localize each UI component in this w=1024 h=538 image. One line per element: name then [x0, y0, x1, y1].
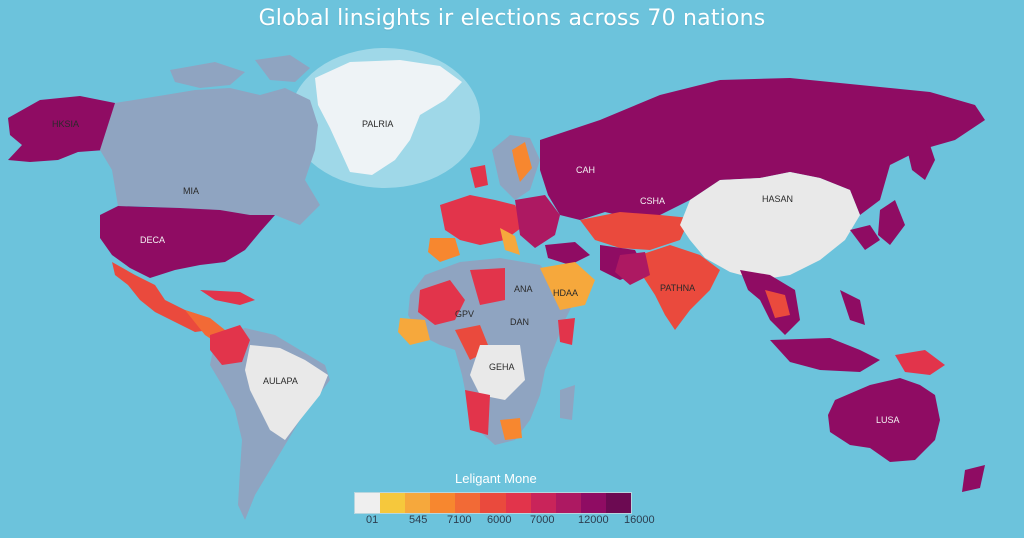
somalia	[558, 318, 575, 345]
india-region	[640, 245, 720, 330]
label-china: HASAN	[762, 194, 793, 204]
new-guinea	[895, 350, 945, 375]
kamchatka	[905, 130, 935, 180]
label-central-asia: CSHA	[640, 196, 665, 206]
map-title: Global linsights ir elections across 70 …	[258, 6, 766, 31]
colombia-region	[210, 325, 250, 365]
legend-tick-label: 01	[366, 514, 379, 526]
label-sudan: DAN	[510, 317, 529, 327]
legend-color-scale	[354, 492, 632, 514]
japan	[878, 200, 905, 245]
italy	[500, 228, 520, 255]
legend-swatch	[355, 493, 381, 513]
central-africa	[470, 345, 525, 400]
label-greenland: PALRIA	[362, 119, 393, 129]
senegal	[398, 318, 430, 345]
label-south-america: AULAPA	[263, 376, 298, 386]
madagascar	[560, 385, 575, 420]
label-arabia: HDAA	[553, 288, 578, 298]
legend-swatch	[380, 493, 406, 513]
legend-tick-label: 16000	[624, 514, 655, 526]
brazil-region	[245, 345, 328, 440]
iberia	[428, 238, 460, 262]
caribbean	[200, 290, 255, 305]
greenland-region	[290, 48, 480, 188]
label-india: PATHNA	[660, 283, 695, 293]
legend-swatch	[605, 493, 632, 513]
legend-swatch	[480, 493, 506, 513]
canada-region	[100, 88, 320, 225]
korea	[850, 225, 880, 250]
alaska-region	[8, 96, 118, 162]
label-australia: LUSA	[876, 415, 900, 425]
legend-swatch	[555, 493, 581, 513]
label-canada: MIA	[183, 186, 199, 196]
legend-tick-label: 545	[409, 514, 428, 526]
uk	[470, 165, 488, 188]
west-africa	[418, 280, 465, 325]
label-sahara-east: ANA	[514, 284, 533, 294]
eastern-europe	[515, 195, 560, 248]
label-alaska: HKSIA	[52, 119, 79, 129]
south-africa	[500, 418, 522, 440]
new-zealand	[962, 465, 985, 492]
arctic-island	[255, 55, 310, 82]
china-region	[680, 172, 860, 280]
canada-islands	[170, 62, 245, 88]
russia-region	[540, 78, 985, 220]
label-russia: CAH	[576, 165, 595, 175]
legend-swatch	[530, 493, 556, 513]
legend-tick-label: 7000	[530, 514, 555, 526]
legend-swatch	[580, 493, 606, 513]
usa-region	[100, 206, 275, 278]
sweden	[512, 142, 532, 182]
legend-swatch	[405, 493, 431, 513]
legend-swatch	[430, 493, 456, 513]
label-sahara-west: GPV	[455, 309, 474, 319]
australia-region	[828, 378, 940, 462]
pakistan	[615, 252, 650, 285]
libya	[470, 268, 505, 305]
label-central-africa: GEHA	[489, 362, 515, 372]
legend-swatch	[505, 493, 531, 513]
philippines	[840, 290, 865, 325]
mexico-region	[112, 262, 210, 332]
indonesia	[770, 338, 880, 372]
central-asia-region	[580, 212, 690, 250]
label-usa: DECA	[140, 235, 165, 245]
arabia	[540, 262, 595, 310]
legend-ticks: 01 545 7100 6000 7000 12000 16000	[352, 514, 655, 528]
legend-swatch	[455, 493, 481, 513]
legend-tick-label: 7100	[447, 514, 472, 526]
legend-title: Leligant Mone	[455, 471, 537, 486]
angola	[465, 390, 490, 435]
legend-tick-label: 12000	[578, 514, 609, 526]
thailand	[765, 290, 790, 318]
legend-tick-label: 6000	[487, 514, 512, 526]
turkey	[545, 242, 590, 265]
